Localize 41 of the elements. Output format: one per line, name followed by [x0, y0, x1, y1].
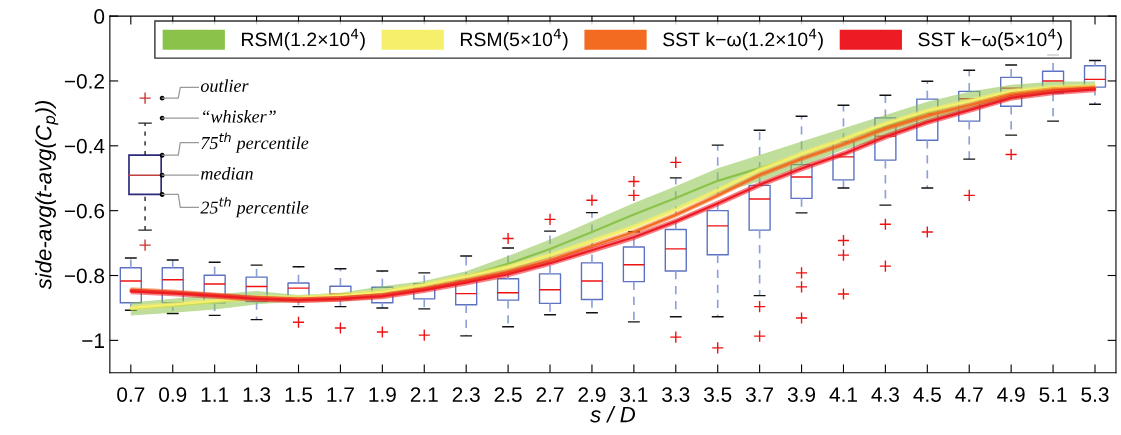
x-tick-label: 2.9	[578, 387, 606, 402]
x-tick-label: 1.3	[243, 387, 271, 402]
x-tick-label: 1.9	[369, 387, 396, 402]
x-tick-label: 3.3	[662, 387, 690, 402]
legend-label: SST k−ω(5×10$^{4}$)	[918, 28, 1062, 51]
y-tick-label: −0.4	[64, 138, 105, 154]
annotation: 25$^{th}$ percentile	[200, 196, 309, 218]
y-tick-label: 0	[94, 9, 105, 24]
y-tick-label: −0.2	[64, 73, 104, 89]
x-tick-label: 1.1	[201, 387, 229, 402]
x-tick-label: 2.3	[452, 387, 480, 402]
x-axis-title: s / D	[590, 406, 636, 423]
x-tick-label: 5.1	[1039, 387, 1067, 402]
annotation: outlier	[200, 79, 249, 92]
x-tick-label: 0.9	[159, 387, 187, 402]
x-tick-label: 3.7	[745, 387, 774, 402]
x-tick-label: 0.7	[117, 387, 145, 402]
x-tick-label: 4.1	[829, 387, 857, 402]
legend-label: RSM(5×10$^{4}$)	[460, 28, 568, 51]
x-tick-label: 5.3	[1081, 387, 1109, 402]
y-tick-label: −0.6	[64, 203, 105, 219]
x-tick-label: 1.5	[285, 387, 313, 402]
x-tick-label: 1.7	[327, 387, 354, 402]
legend-label: RSM(1.2×10$^{4}$)	[242, 28, 365, 51]
x-tick-label: 3.1	[620, 387, 648, 402]
legend-label: SST k−ω(1.2×10$^{4}$)	[663, 28, 823, 51]
x-tick-label: 3.5	[704, 387, 732, 402]
x-tick-label: 4.5	[913, 387, 941, 402]
x-tick-label: 4.3	[871, 387, 899, 402]
y-tick-label: −1	[82, 333, 104, 348]
annotation: “whisker”	[203, 109, 276, 123]
x-tick-label: 3.9	[787, 387, 816, 402]
annotation: median	[201, 167, 253, 180]
x-tick-label: 4.7	[955, 387, 983, 402]
y-tick-label: −0.8	[64, 268, 105, 284]
x-tick-label: 2.7	[536, 387, 564, 402]
x-tick-label: 4.9	[997, 387, 1025, 402]
x-tick-label: 2.1	[410, 387, 438, 402]
annotation: 75$^{th}$ percentile	[201, 132, 309, 153]
y-axis-title: side-avg(t-avg(C$_{p}$))	[35, 100, 59, 290]
x-tick-label: 2.5	[494, 387, 522, 402]
